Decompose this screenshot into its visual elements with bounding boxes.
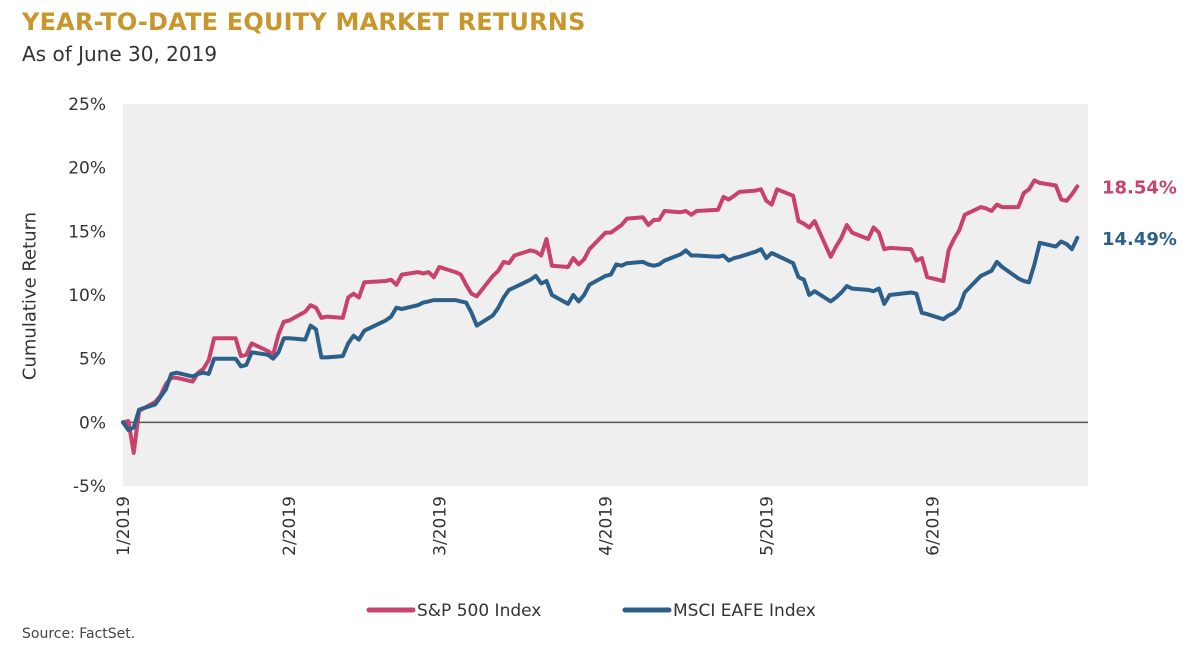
x-tick-label: 6/2019 — [924, 496, 944, 556]
legend-label: MSCI EAFE Index — [673, 601, 816, 621]
y-tick-label: 0% — [79, 413, 106, 433]
x-tick-label: 2/2019 — [280, 496, 300, 556]
chart-subtitle: As of June 30, 2019 — [22, 42, 218, 66]
y-tick-label: 5% — [79, 350, 106, 370]
y-tick-label: 15% — [68, 222, 106, 242]
plot-area — [123, 104, 1088, 486]
x-tick-label: 3/2019 — [430, 496, 450, 556]
source-note: Source: FactSet. — [22, 626, 136, 642]
y-tick-label: 10% — [68, 286, 106, 306]
y-tick-label: 25% — [68, 95, 106, 115]
series-end-label: 14.49% — [1102, 229, 1177, 250]
y-tick-label: 20% — [68, 159, 106, 179]
x-tick-label: 4/2019 — [597, 496, 617, 556]
x-tick-label: 1/2019 — [114, 496, 134, 556]
series-line-2 — [121, 235, 1080, 432]
x-tick-label: 5/2019 — [757, 496, 777, 556]
legend-label: S&P 500 Index — [417, 601, 541, 621]
y-tick-label: -5% — [73, 477, 106, 497]
series-line-1 — [121, 178, 1080, 455]
chart-title: YEAR-TO-DATE EQUITY MARKET RETURNS — [22, 8, 586, 36]
series-end-label: 18.54% — [1102, 177, 1177, 198]
